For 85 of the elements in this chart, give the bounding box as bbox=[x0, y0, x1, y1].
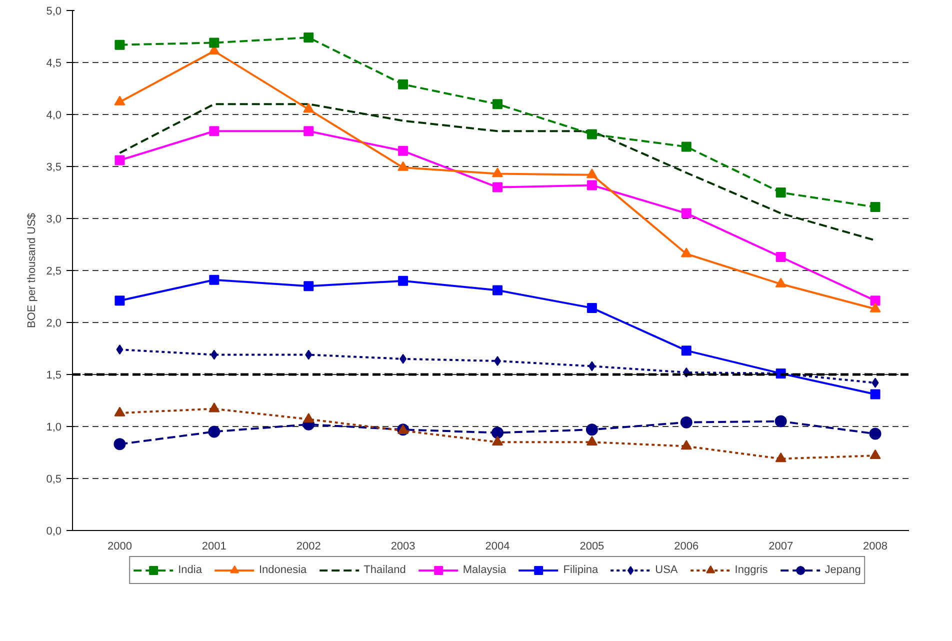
legend-label: Thailand bbox=[364, 564, 406, 576]
point bbox=[872, 378, 879, 388]
y-tick-label: 3,0 bbox=[46, 214, 62, 226]
point bbox=[492, 285, 502, 296]
line-series bbox=[118, 103, 876, 242]
point bbox=[114, 296, 125, 306]
point bbox=[209, 126, 220, 136]
point bbox=[680, 416, 692, 428]
point bbox=[870, 296, 880, 306]
point bbox=[304, 126, 314, 136]
point bbox=[680, 248, 692, 258]
point bbox=[681, 208, 692, 218]
point bbox=[304, 32, 314, 43]
point bbox=[492, 182, 502, 192]
point bbox=[774, 415, 787, 428]
x-tick-label: 2006 bbox=[674, 540, 699, 552]
point bbox=[870, 389, 880, 400]
point bbox=[114, 40, 125, 50]
point bbox=[775, 452, 786, 462]
point bbox=[869, 428, 882, 440]
x-tick-label: 2003 bbox=[390, 540, 416, 552]
y-tick-label: 4,5 bbox=[46, 58, 62, 70]
y-axis-title: BOE per thousand US$ bbox=[26, 213, 38, 328]
point bbox=[680, 440, 692, 450]
y-tick-label: 1,5 bbox=[46, 370, 62, 382]
y-tick-label: 0,5 bbox=[46, 474, 62, 486]
point bbox=[776, 188, 786, 198]
y-tick-label: 4,0 bbox=[46, 110, 62, 122]
y-tick-label: 1,0 bbox=[46, 422, 62, 434]
point bbox=[398, 276, 408, 286]
legend-label: Inggris bbox=[734, 564, 768, 576]
point bbox=[588, 361, 596, 372]
y-tick-label: 0,0 bbox=[46, 526, 62, 538]
point bbox=[776, 252, 786, 262]
point bbox=[681, 142, 692, 152]
x-tick-label: 2001 bbox=[202, 540, 226, 552]
point bbox=[681, 346, 692, 356]
point bbox=[303, 412, 314, 423]
x-tick-label: 2002 bbox=[296, 540, 321, 552]
point bbox=[870, 202, 880, 212]
y-tick-label: 2,5 bbox=[46, 266, 62, 278]
point bbox=[870, 302, 881, 312]
point bbox=[586, 168, 598, 178]
point bbox=[398, 146, 408, 156]
x-tick-label: 2007 bbox=[768, 540, 794, 552]
y-tick-label: 2,0 bbox=[46, 318, 62, 330]
point bbox=[775, 278, 786, 288]
legend-label: Indonesia bbox=[258, 564, 307, 576]
x-tick-label: 2000 bbox=[107, 540, 132, 552]
point bbox=[586, 302, 597, 313]
y-tick-label: 3,5 bbox=[46, 162, 62, 174]
point bbox=[116, 344, 124, 355]
point bbox=[114, 438, 126, 450]
point bbox=[492, 426, 504, 439]
point bbox=[586, 436, 598, 446]
point bbox=[210, 350, 218, 360]
point bbox=[209, 38, 220, 48]
legend-label: Filipina bbox=[563, 564, 598, 576]
point bbox=[305, 350, 312, 360]
point bbox=[303, 103, 314, 113]
x-tick-label: 2005 bbox=[580, 540, 604, 552]
x-tick-label: 2008 bbox=[863, 540, 888, 552]
point bbox=[398, 161, 409, 171]
y-tick-label: 5,0 bbox=[46, 6, 62, 18]
point bbox=[586, 180, 597, 190]
x-tick-label: 2004 bbox=[485, 540, 510, 552]
point bbox=[400, 354, 407, 364]
legend-label: India bbox=[178, 564, 202, 576]
point bbox=[114, 406, 126, 416]
point bbox=[492, 168, 503, 178]
legend-label: Malaysia bbox=[462, 564, 506, 576]
point bbox=[208, 402, 220, 412]
point bbox=[209, 274, 220, 285]
point bbox=[492, 99, 502, 110]
point bbox=[492, 436, 503, 446]
legend-label: USA bbox=[655, 564, 678, 576]
point bbox=[870, 449, 881, 460]
point bbox=[114, 155, 125, 166]
legend-label: Jepang bbox=[824, 564, 861, 576]
point bbox=[208, 426, 220, 438]
point bbox=[586, 129, 597, 140]
point bbox=[304, 281, 314, 292]
point bbox=[114, 96, 126, 106]
point bbox=[398, 79, 408, 90]
point bbox=[586, 424, 598, 436]
